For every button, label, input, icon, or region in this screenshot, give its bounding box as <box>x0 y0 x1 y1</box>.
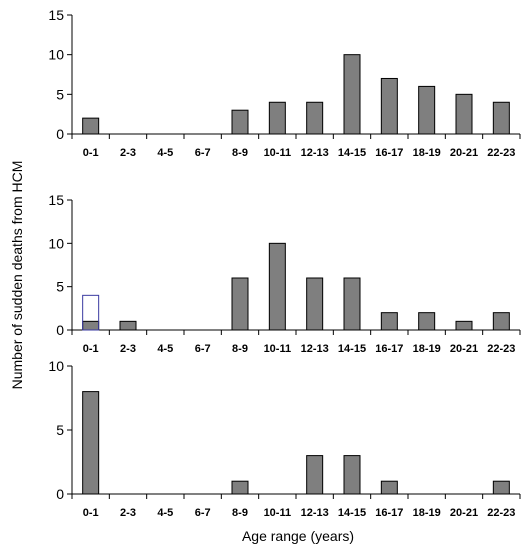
x-tick-label: 8-9 <box>232 507 248 519</box>
bar <box>380 480 398 495</box>
y-tick-label: 10 <box>48 235 64 251</box>
x-tick-label: 20-21 <box>450 507 478 519</box>
x-tick-label: 0-1 <box>83 343 99 355</box>
bar <box>343 54 361 135</box>
bar <box>455 93 473 135</box>
bar <box>306 277 324 331</box>
bar <box>231 480 249 495</box>
y-tick-label: 10 <box>48 47 64 63</box>
bar <box>492 101 510 135</box>
x-tick-label: 10-11 <box>264 147 292 159</box>
x-tick-label: 4-5 <box>157 147 173 159</box>
x-tick-label: 18-19 <box>413 507 441 519</box>
x-tick-label: 6-7 <box>195 343 211 355</box>
panel-3: 0 5 10 0-1 2-3 4-5 6-7 8-9 10-11 12-13 14-15 16-17 1… <box>48 358 521 519</box>
x-tick-label: 16-17 <box>375 147 403 159</box>
panel-1: 0 5 10 15 0-1 2-3 4-5 6-7 8-9 10-11 12-13 14-15 16-1… <box>48 7 521 159</box>
x-tick-label: 8-9 <box>232 343 248 355</box>
bar <box>418 312 436 331</box>
x-tick-label: 18-19 <box>413 147 441 159</box>
bar <box>492 480 510 495</box>
x-tick-label: 2-3 <box>120 147 136 159</box>
bar <box>231 109 249 135</box>
y-tick-label: 0 <box>56 486 64 502</box>
bar <box>268 101 286 135</box>
bar <box>380 77 398 135</box>
plots: 0 5 10 15 0-1 2-3 4-5 6-7 8-9 10-11 12-13 14-15 16-1… <box>48 7 521 519</box>
y-tick-label: 0 <box>56 126 64 142</box>
x-tick-label: 22-23 <box>487 343 515 355</box>
x-axis-label: Age range (years) <box>242 528 354 544</box>
y-tick-label: 15 <box>48 7 64 23</box>
x-tick-label: 14-15 <box>338 507 366 519</box>
y-tick-label: 5 <box>56 86 64 102</box>
x-tick-label: 10-11 <box>264 507 292 519</box>
bar <box>306 101 324 135</box>
bar <box>268 242 286 331</box>
x-tick-label: 16-17 <box>375 343 403 355</box>
x-tick-label: 6-7 <box>195 507 211 519</box>
bar <box>418 85 436 135</box>
bar <box>82 320 100 331</box>
x-tick-label: 2-3 <box>120 343 136 355</box>
x-tick-label: 4-5 <box>157 343 173 355</box>
x-tick-label: 12-13 <box>301 343 329 355</box>
x-tick-label: 10-11 <box>264 343 292 355</box>
bar <box>231 277 249 331</box>
bar <box>492 312 510 331</box>
x-tick-label: 2-3 <box>120 507 136 519</box>
x-tick-label: 0-1 <box>83 507 99 519</box>
x-tick-label: 12-13 <box>301 507 329 519</box>
x-tick-label: 0-1 <box>83 147 99 159</box>
x-tick-label: 6-7 <box>195 147 211 159</box>
bar <box>119 320 137 331</box>
bar <box>343 455 361 495</box>
x-tick-label: 20-21 <box>450 147 478 159</box>
bar <box>306 455 324 495</box>
y-tick-label: 5 <box>56 422 64 438</box>
x-tick-label: 14-15 <box>338 147 366 159</box>
x-tick-label: 22-23 <box>487 507 515 519</box>
x-tick-label: 16-17 <box>375 507 403 519</box>
bar <box>455 320 473 331</box>
outline-bar <box>82 294 100 331</box>
y-tick-label: 10 <box>48 358 64 374</box>
bar <box>82 391 100 495</box>
x-tick-label: 14-15 <box>338 343 366 355</box>
x-tick-label: 20-21 <box>450 343 478 355</box>
x-tick-label: 8-9 <box>232 147 248 159</box>
x-tick-label: 4-5 <box>157 507 173 519</box>
y-tick-label: 15 <box>48 192 64 208</box>
x-tick-label: 18-19 <box>413 343 441 355</box>
x-tick-label: 12-13 <box>301 147 329 159</box>
y-tick-label: 0 <box>56 322 64 338</box>
bar <box>343 277 361 331</box>
bar <box>380 312 398 331</box>
bar <box>82 117 100 135</box>
x-tick-label: 22-23 <box>487 147 515 159</box>
y-tick-label: 5 <box>56 279 64 295</box>
y-axis-label: Number of sudden deaths from HCM <box>9 161 25 390</box>
panel-2: 0 5 10 15 0-1 2-3 4-5 6-7 8-9 10-11 12-13 14-15 16-1… <box>48 192 521 355</box>
